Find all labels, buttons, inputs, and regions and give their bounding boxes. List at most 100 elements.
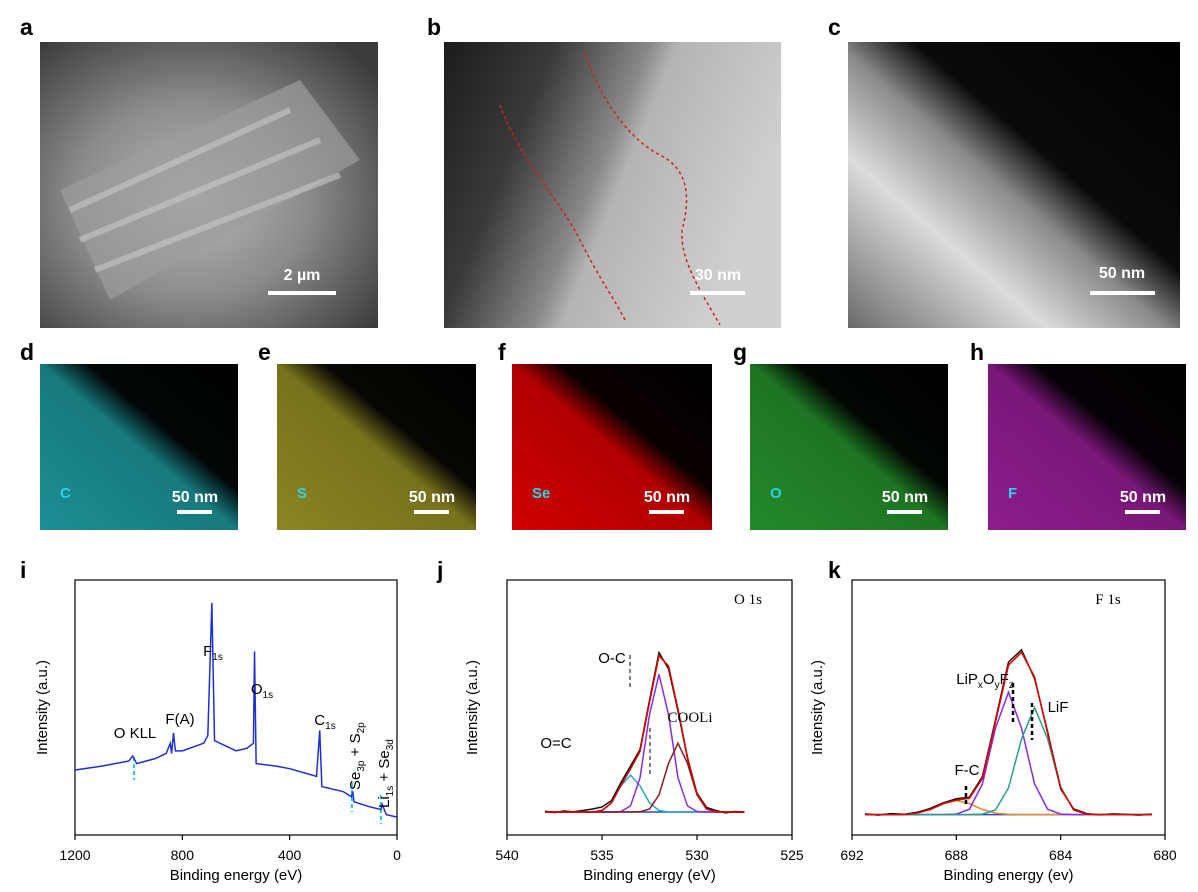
annotation: Se3p + S2p [347, 722, 367, 790]
annotation: F(A) [165, 711, 194, 728]
annotation-part: O=C [540, 735, 571, 752]
eds-map [988, 364, 1186, 530]
annotation-part: 3d [385, 739, 396, 750]
scale-label: 50 nm [1120, 489, 1166, 506]
spectrum-line [545, 674, 745, 813]
x-tick-label: 688 [945, 847, 969, 863]
panel-letter: k [828, 557, 841, 583]
annotation-part: F [1000, 671, 1009, 688]
scale-label: 50 nm [409, 489, 455, 506]
x-axis-label: Binding energy (ev) [943, 867, 1073, 884]
annotation-part: O [251, 681, 263, 698]
x-tick-label: 692 [840, 847, 864, 863]
annotation-part: 1s [212, 652, 223, 663]
panel-letter: b [427, 14, 441, 40]
panel-letter: g [733, 339, 747, 365]
annotation-part: C [314, 712, 325, 729]
annotation: O=C [540, 735, 571, 752]
annotation-part: + Se [376, 750, 393, 785]
eds-map [750, 364, 948, 530]
annotation-part: O 1s [734, 592, 762, 608]
annotation: F-C [955, 762, 980, 779]
panel-letter: d [20, 339, 34, 365]
annotation-part: LiF [1048, 699, 1069, 716]
element-label: F [1008, 485, 1017, 502]
annotation: F1s [203, 643, 223, 663]
annotation-part: y [995, 680, 1000, 691]
annotation: O-C [598, 650, 626, 667]
plot-frame [851, 579, 1166, 836]
spectrum-line [545, 654, 745, 813]
annotation-part: Li [376, 796, 393, 808]
tem-image [444, 42, 781, 328]
spectrum-line [865, 799, 1152, 816]
annotation-part: 3p [356, 760, 367, 772]
annotation-part: x [978, 680, 983, 691]
panel-letter: c [828, 14, 841, 40]
eds-map [277, 364, 476, 530]
boundary-line [584, 51, 721, 326]
x-tick-label: 535 [590, 847, 614, 863]
scale-label: 50 nm [882, 489, 928, 506]
annotation-part: F [203, 643, 212, 660]
annotation-part: COOLi [668, 710, 713, 726]
annotation-part: 1s [263, 690, 274, 701]
annotation: F 1s [1095, 592, 1121, 608]
x-tick-label: 680 [1153, 847, 1177, 863]
x-axis-label: Binding energy (eV) [170, 867, 303, 884]
annotation-part: O-C [598, 650, 626, 667]
annotation: O KLL [114, 725, 157, 742]
haadf-image [848, 42, 1180, 328]
x-tick-label: 530 [685, 847, 709, 863]
annotation-part: z [1009, 680, 1014, 691]
scale-label: 50 nm [172, 489, 218, 506]
scale-label: 30 nm [695, 267, 741, 284]
panel-letter: a [20, 14, 33, 40]
spectrum-line [544, 650, 745, 814]
plot-frame [74, 579, 398, 836]
sem-texture [68, 107, 342, 273]
scale-label: 50 nm [644, 489, 690, 506]
panel-letter: e [258, 339, 271, 365]
annotation-part: F 1s [1095, 592, 1121, 608]
annotation-part: F(A) [165, 711, 194, 728]
panel-letter: f [498, 339, 506, 365]
annotation: COOLi [668, 710, 713, 726]
spectrum-line [865, 651, 1152, 816]
annotation: C1s [314, 712, 335, 732]
eds-map [40, 364, 238, 530]
spectrum-line [865, 705, 1152, 816]
annotation-part: O [983, 671, 995, 688]
annotation: O1s [251, 681, 273, 701]
boundary-line [499, 104, 626, 321]
y-axis-label: Intensity (a.u.) [809, 660, 826, 755]
spectrum-line [545, 741, 745, 813]
x-tick-label: 1200 [59, 847, 90, 863]
sem-particle [60, 80, 360, 300]
annotation-part: LiP [956, 671, 978, 688]
element-label: C [60, 485, 71, 502]
annotation: LiPxOyFz [956, 671, 1014, 691]
y-axis-label: Intensity (a.u.) [34, 660, 51, 755]
x-tick-label: 540 [495, 847, 519, 863]
eds-map [512, 364, 712, 530]
x-axis-label: Binding energy (eV) [583, 867, 716, 884]
annotation-part: F-C [955, 762, 980, 779]
panel-letter: h [970, 339, 984, 365]
panel-letter: j [436, 557, 443, 583]
annotation: Li1s + Se3d [376, 739, 396, 808]
annotation: O 1s [734, 592, 762, 608]
annotation-part: + S [347, 733, 364, 760]
spectrum-line [74, 602, 398, 818]
micrographs [40, 42, 1180, 328]
x-tick-label: 684 [1049, 847, 1073, 863]
annotation-part: 1s [385, 786, 396, 797]
annotation: LiF [1048, 699, 1069, 716]
element-label: O [770, 485, 782, 502]
annotation-part: 2p [356, 722, 367, 734]
scale-label: 2 µm [284, 267, 321, 284]
scale-label: 50 nm [1099, 265, 1145, 282]
x-tick-label: 400 [278, 847, 302, 863]
panel-letter: i [20, 557, 26, 583]
